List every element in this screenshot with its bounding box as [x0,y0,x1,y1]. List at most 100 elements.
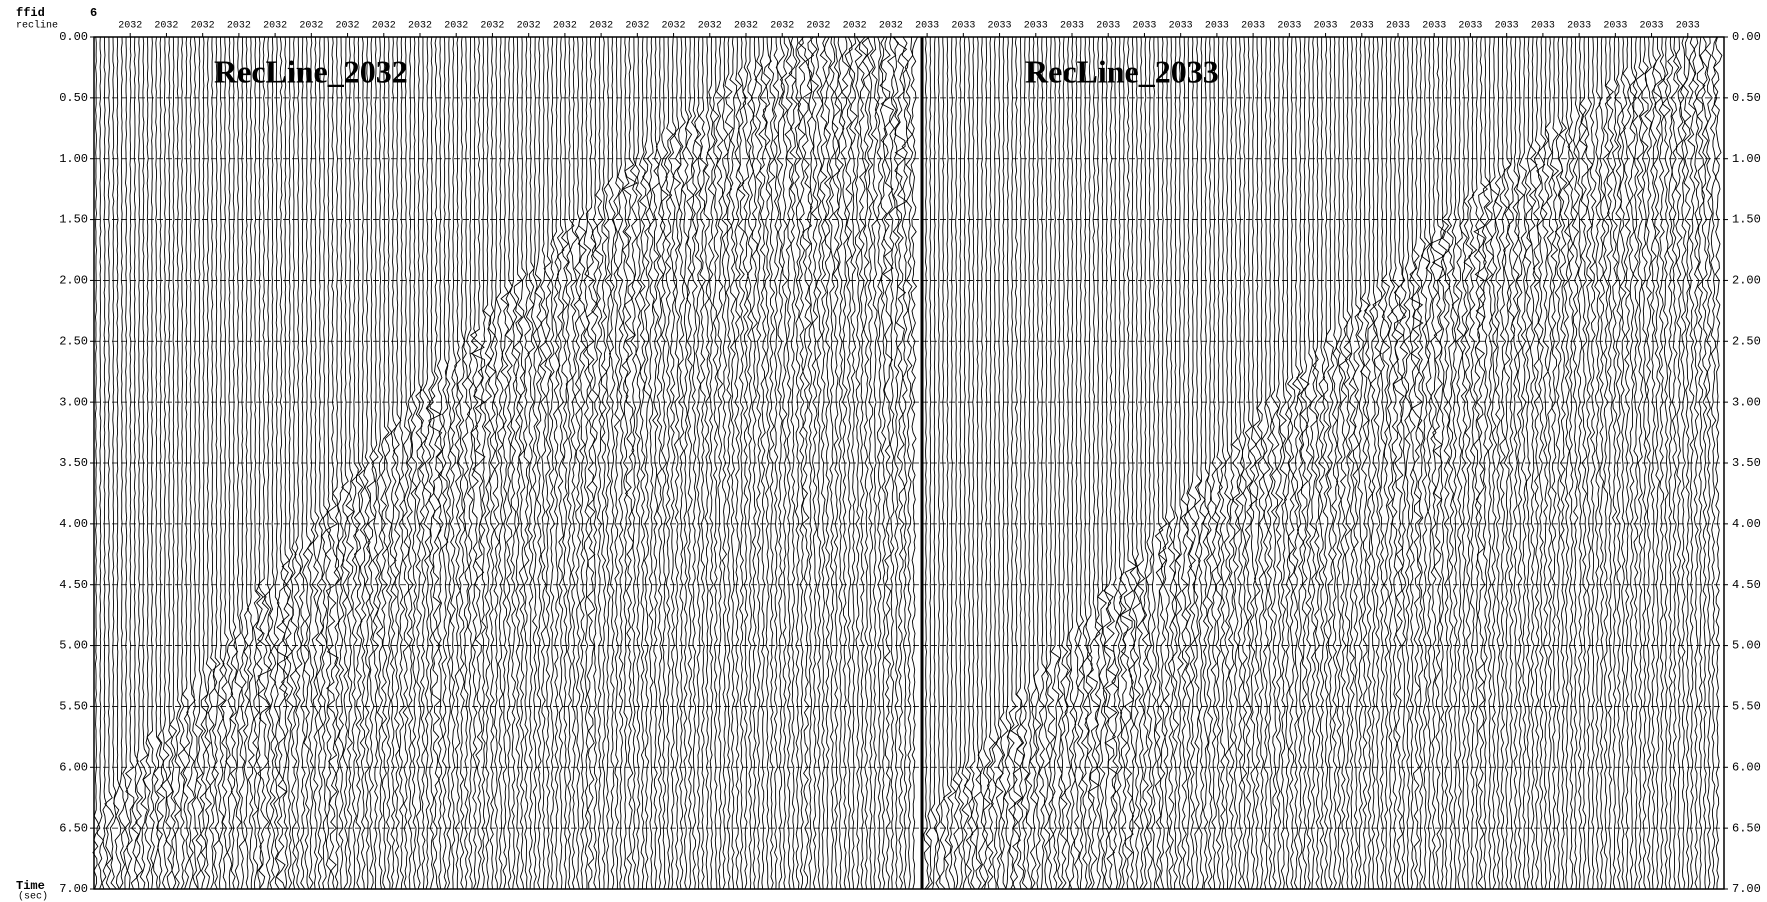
trace [672,36,682,890]
y-tick-label: 4.50 [59,578,88,592]
trace [573,36,582,890]
x-label: 2032 [444,21,468,32]
trace [350,36,359,890]
trace [712,36,720,890]
trace [177,36,186,890]
trace [1409,36,1424,890]
trace [1363,36,1375,890]
trace [1060,36,1069,890]
trace [844,36,853,890]
y-tick-label: 5.00 [59,639,88,653]
trace [186,36,196,890]
y-tick-label-right: 4.00 [1732,517,1761,531]
y-tick-label: 2.00 [59,274,88,288]
trace [737,36,746,890]
x-label: 2032 [770,21,794,32]
trace [1563,36,1572,890]
trace [376,36,384,890]
y-tick-label-right: 5.50 [1732,700,1761,714]
x-axis-label: recline [16,20,58,32]
trace [169,36,178,890]
trace [1420,36,1431,890]
x-label: 2033 [1422,21,1446,32]
trace [1116,36,1123,890]
trace [1132,36,1141,890]
trace [935,36,941,890]
x-label: 2033 [988,21,1012,32]
trace [257,36,273,890]
y-tick-label-right: 2.50 [1732,334,1761,348]
y-tick-label: 3.00 [59,395,88,409]
trace [1471,36,1481,890]
trace [925,36,933,890]
trace [1652,36,1663,890]
trace [1356,36,1365,890]
trace [646,36,656,890]
trace [251,36,261,890]
trace [242,36,250,890]
trace [1050,36,1061,890]
x-label: 2033 [1676,21,1700,32]
x-label: 2033 [915,21,939,32]
trace [142,37,152,890]
trace [754,36,763,890]
trace [810,36,820,890]
y-axis-unit: (sec) [18,891,48,902]
trace [1033,36,1042,890]
x-label: 2032 [517,21,541,32]
trace [1554,36,1563,890]
x-label: 2033 [1060,21,1084,32]
x-label: 2032 [118,21,142,32]
trace [1372,36,1383,890]
y-tick-label-right: 0.50 [1732,91,1761,105]
trace [952,36,961,890]
y-tick-label-right: 0.00 [1732,30,1761,44]
trace [600,36,609,890]
trace [410,36,418,890]
y-tick-label-right: 2.00 [1732,274,1761,288]
trace [836,36,845,890]
x-label: 2033 [1096,21,1120,32]
trace [622,36,639,890]
trace [195,36,204,890]
trace [267,36,277,890]
trace [371,36,380,890]
trace [892,36,900,890]
trace [1403,36,1412,890]
x-label: 2032 [698,21,722,32]
trace [1286,36,1296,890]
x-label: 2032 [662,21,686,32]
y-tick-label: 6.50 [59,821,88,835]
y-tick-label-right: 3.00 [1732,395,1761,409]
trace [1167,36,1176,890]
y-tick-label-right: 5.00 [1732,639,1761,653]
trace [904,36,914,890]
trace [887,36,897,890]
y-tick-label: 0.00 [59,30,88,44]
trace [1322,36,1330,890]
x-label: 2032 [227,21,251,32]
trace [285,37,294,890]
trace [1709,36,1718,890]
trace [1602,36,1612,890]
x-label: 2033 [1603,21,1627,32]
y-tick-label: 3.50 [59,456,88,470]
trace [1331,36,1339,890]
trace [539,36,548,890]
trace [961,36,970,890]
trace [1661,36,1671,890]
trace [1175,36,1184,890]
x-label: 2032 [480,21,504,32]
trace [910,36,918,890]
x-label: 2033 [1132,21,1156,32]
x-label: 2032 [553,21,577,32]
trace [1451,36,1460,890]
x-label: 2032 [191,21,215,32]
trace [1571,36,1580,890]
trace [1381,36,1391,890]
trace [1275,36,1284,890]
x-label: 2033 [1640,21,1664,32]
trace [1438,36,1448,890]
trace [655,36,665,890]
y-tick-label: 0.50 [59,91,88,105]
